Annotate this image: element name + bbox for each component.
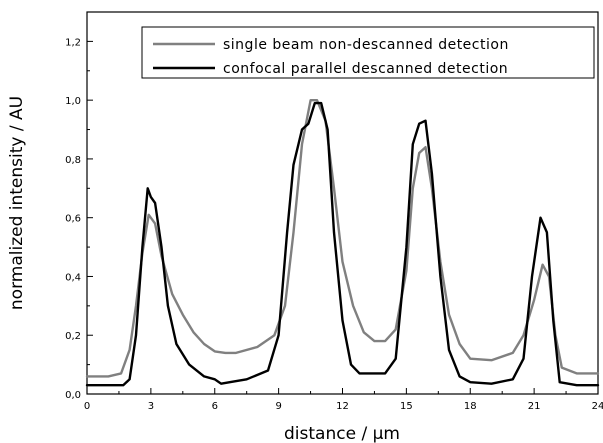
x-tick-label: 0 <box>84 401 90 412</box>
y-tick-label: 0,4 <box>65 272 81 283</box>
y-tick-label: 1,0 <box>65 96 81 107</box>
legend-label-series-1: single beam non-descanned detection <box>223 37 509 53</box>
x-tick-label: 9 <box>275 401 281 412</box>
y-tick-label: 0,8 <box>65 155 81 166</box>
y-tick-label: 0,6 <box>65 214 81 225</box>
x-axis-title: distance / µm <box>284 424 400 443</box>
series-layer <box>85 99 600 387</box>
legend: single beam non-descanned detection conf… <box>141 26 595 79</box>
x-tick-label: 24 <box>592 401 603 412</box>
series-line-2 <box>85 101 600 387</box>
series-line-1 <box>85 99 600 378</box>
y-axis-title: normalized intensity / AU <box>7 96 27 310</box>
x-tick-label: 15 <box>400 401 413 412</box>
x-tick-label: 21 <box>528 401 541 412</box>
y-axis: 0,0 0,2 0,4 0,6 0,8 1,0 1,2 <box>65 37 93 401</box>
x-tick-label: 3 <box>148 401 154 412</box>
y-tick-label: 0,2 <box>65 331 81 342</box>
x-tick-label: 6 <box>212 401 218 412</box>
y-tick-label: 1,2 <box>65 37 81 48</box>
legend-label-series-2: confocal parallel descanned detection <box>223 61 508 77</box>
x-tick-label: 18 <box>464 401 477 412</box>
x-axis: 0 3 6 9 12 15 18 21 24 <box>84 388 603 412</box>
legend-box <box>141 26 595 79</box>
x-tick-label: 12 <box>336 401 349 412</box>
y-tick-label: 0,0 <box>65 390 81 401</box>
